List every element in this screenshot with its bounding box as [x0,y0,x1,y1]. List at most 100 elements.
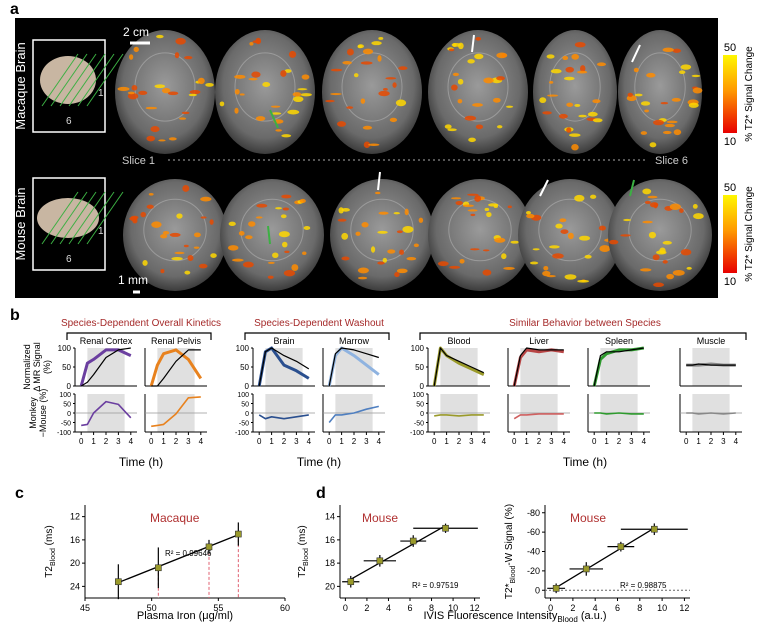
activation-blob [154,84,166,89]
activation-blob [558,113,568,119]
slice-line [50,191,88,245]
activation-blob [383,88,388,91]
activation-blob [231,258,244,262]
activation-blob [666,120,678,124]
activation-blob [171,257,183,261]
slice-line [77,53,115,107]
brain-inner [240,198,304,262]
activation-blob [634,93,643,97]
activation-blob [378,211,389,215]
row-label: Macaque Brain [13,42,28,129]
activation-blob [275,129,282,132]
activation-blob [267,275,274,279]
activation-blob [275,207,282,210]
activation-blob [444,124,452,129]
activation-blob [182,185,190,192]
activation-blob [346,106,354,109]
activation-blob [393,212,400,215]
activation-blob [188,93,197,97]
y-tick-label: -80 [527,508,540,518]
activation-blob [688,102,699,108]
fit-line [350,525,446,580]
activation-blob [565,66,575,73]
activation-blob [599,245,611,252]
activation-blob [505,105,514,108]
activation-blob [450,197,462,200]
activation-blob [486,212,492,218]
y-tick-label: 100 [237,392,249,399]
activation-blob [647,195,658,199]
activation-blob [666,273,675,280]
activation-blob [455,200,463,206]
x-tick-label: 2 [617,437,622,446]
activation-blob [179,117,187,120]
activation-blob [200,216,207,219]
x-tick-label: 6 [407,603,412,613]
series-line [151,349,201,387]
point [552,585,560,592]
x-tick-label: 0 [548,603,553,613]
activation-blob [652,119,665,126]
activation-blob [249,41,254,46]
activation-blob [578,114,587,118]
y-axis-label-part: (ms) [44,525,55,548]
activation-blob [160,234,168,239]
activation-blob [596,62,607,67]
activation-blob [501,253,507,260]
activation-blob [562,55,569,61]
colorbar-label: % T2* Signal Change [744,186,755,282]
y-tick-label: 100 [59,392,71,399]
activation-blob [662,259,668,264]
activation-blob [672,269,685,276]
y-tick-label: -100 [410,430,424,437]
series-line [433,347,485,387]
brain-slice [618,30,702,154]
x-tick-label: 1 [161,437,166,446]
activation-blob [467,193,479,196]
activation-blob [653,282,665,288]
y-tick-label: 0 [420,382,425,391]
point [376,557,384,565]
activation-blob [255,116,266,121]
point [205,543,213,551]
activation-blob [281,241,288,248]
slice-line [41,53,79,107]
y-tick-label: -50 [414,421,424,428]
activation-blob [507,205,512,209]
x-axis-label-part: IVIS Fluorescence Intensity [423,610,557,622]
y-tick-label: 100 [58,344,72,353]
slice-end: Slice 6 [655,155,688,167]
brain-slice [608,179,712,291]
fit-line [555,527,655,589]
y-tick-label: -50 [61,421,71,428]
shade [265,348,303,386]
y-axis-label: −Mouse (%) [38,389,48,438]
y-axis-label: Normalized [22,344,32,390]
activation-blob [574,41,586,48]
y-tick-label: 100 [236,344,250,353]
series-line [594,412,644,415]
activation-blob [140,211,147,218]
activation-blob [494,237,506,243]
activation-blob [227,245,239,251]
y-axis-label: T2*Blood-W Signal (%) [504,504,517,599]
series-line [79,348,132,387]
slice-line [86,53,124,107]
slice-line [86,191,124,245]
point [617,543,625,550]
y-tick-label: 50 [63,402,71,409]
r-squared: R² = 0.98875 [620,581,667,590]
colorbar-min: 10 [724,136,736,148]
activation-blob [577,279,590,283]
activation-blob [181,111,190,115]
y-axis-label-part: Blood [50,548,57,566]
brain-slice [220,179,324,291]
x-tick-label: 1 [604,437,609,446]
scale-bar-label: 1 mm [118,273,148,287]
x-axis-label: Plasma Iron (μg/ml) [137,610,233,622]
colorbar-max: 50 [724,42,736,54]
series-line [686,412,736,415]
activation-blob [127,92,139,100]
activation-blob [447,128,457,132]
activation-blob [526,213,535,219]
